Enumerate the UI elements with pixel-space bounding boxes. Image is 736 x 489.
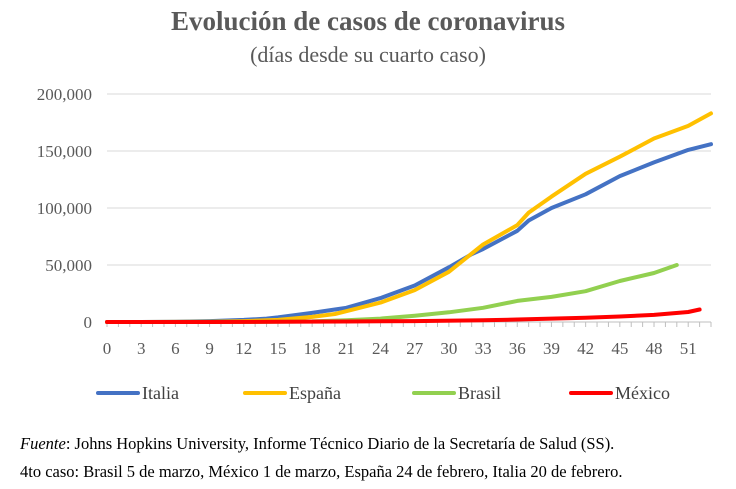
x-tick-label: 3 xyxy=(137,339,146,358)
chart-subtitle: (días desde su cuarto caso) xyxy=(250,42,486,67)
series-line-mexico xyxy=(105,307,702,324)
x-tick-label: 9 xyxy=(205,339,214,358)
grid-lines xyxy=(107,93,711,266)
x-tick-label: 6 xyxy=(171,339,180,358)
x-tick-label: 0 xyxy=(103,339,112,358)
x-tick-label: 30 xyxy=(440,339,457,358)
chart-title: Evolución de casos de coronavirus xyxy=(170,6,566,36)
x-tick-label: 48 xyxy=(646,339,663,358)
legend: Italia España Brasil México xyxy=(96,383,670,403)
legend-label: Italia xyxy=(142,383,179,403)
x-tick-label: 27 xyxy=(406,339,424,358)
x-tick-label: 45 xyxy=(611,339,628,358)
x-tick-label: 39 xyxy=(543,339,560,358)
legend-label: México xyxy=(615,383,670,403)
x-tick-label: 18 xyxy=(304,339,321,358)
x-tick-label: 51 xyxy=(680,339,697,358)
y-axis-tick-labels: 0 50,000 100,000 150,000 200,000 xyxy=(37,85,92,332)
y-tick-label: 0 xyxy=(84,313,93,332)
legend-label: Brasil xyxy=(458,383,501,403)
y-tick-label: 200,000 xyxy=(37,85,92,104)
x-axis-tick-labels: 0 3 6 9 12 15 18 21 24 27 30 33 36 39 42 45 48 51 xyxy=(103,339,697,358)
y-tick-label: 50,000 xyxy=(45,256,92,275)
x-tick-label: 42 xyxy=(577,339,594,358)
x-tick-label: 12 xyxy=(235,339,252,358)
x-tick-label: 24 xyxy=(372,339,390,358)
x-tick-label: 36 xyxy=(509,339,526,358)
series-line-espana xyxy=(105,111,713,324)
x-tick-label: 15 xyxy=(269,339,286,358)
series-lines xyxy=(105,111,713,324)
source-label: Fuente xyxy=(20,434,66,453)
dates-note: 4to caso: Brasil 5 de marzo, México 1 de… xyxy=(20,462,623,481)
y-tick-label: 100,000 xyxy=(37,199,92,218)
source-text: : Johns Hopkins University, Informe Técn… xyxy=(65,434,615,453)
x-tick-label: 33 xyxy=(475,339,492,358)
legend-label: España xyxy=(289,383,341,403)
source-note: Fuente: Johns Hopkins University, Inform… xyxy=(20,434,614,454)
series-line-italia xyxy=(105,142,713,324)
x-tick-label: 21 xyxy=(338,339,355,358)
y-tick-label: 150,000 xyxy=(37,142,92,161)
